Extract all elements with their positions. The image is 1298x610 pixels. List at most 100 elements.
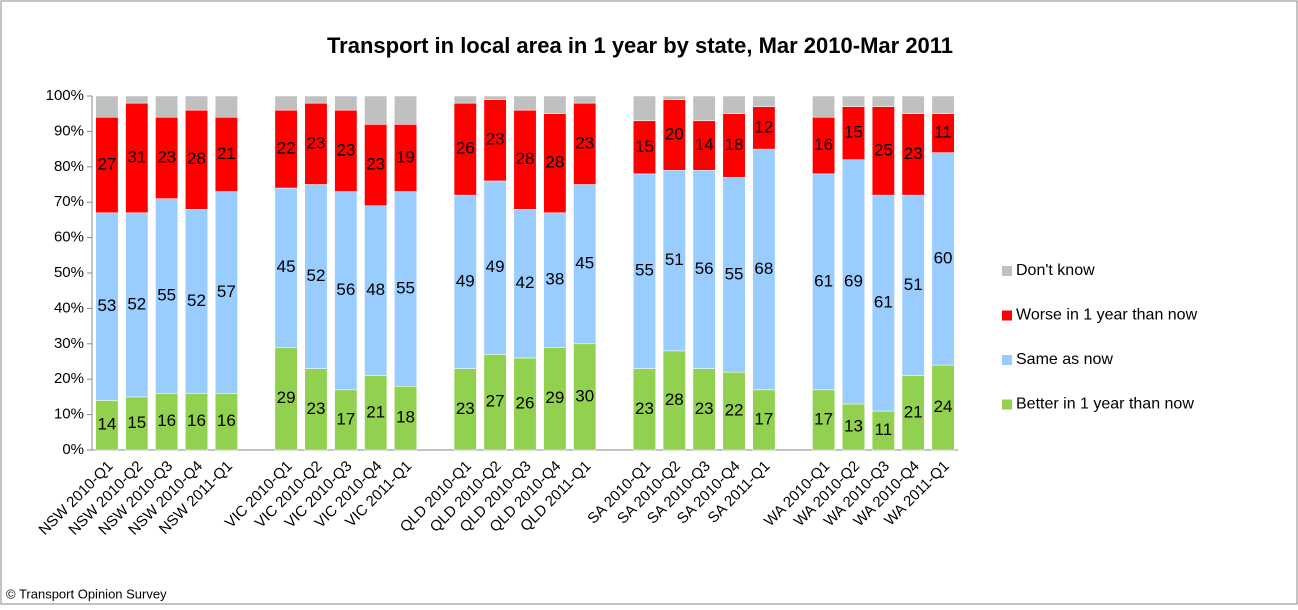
bar-segment xyxy=(812,95,836,118)
data-label: 31 xyxy=(127,147,146,166)
data-label: 27 xyxy=(97,155,116,174)
data-label: 15 xyxy=(635,137,654,156)
data-label: 12 xyxy=(754,117,773,136)
data-label: 55 xyxy=(635,261,654,280)
y-tick-label: 100% xyxy=(46,87,84,104)
bar-segment xyxy=(274,95,298,111)
data-label: 23 xyxy=(336,140,355,159)
data-label: 42 xyxy=(516,273,535,292)
data-label: 23 xyxy=(695,399,714,418)
bar-segment xyxy=(931,95,955,114)
data-label: 68 xyxy=(754,259,773,278)
data-label: 17 xyxy=(814,409,833,428)
legend-swatch xyxy=(1002,266,1012,276)
y-tick-label: 60% xyxy=(54,229,84,246)
bar-segment xyxy=(364,95,388,125)
data-label: 14 xyxy=(97,415,116,434)
data-label: 38 xyxy=(545,270,564,289)
y-tick-label: 70% xyxy=(54,193,84,210)
bar-segment xyxy=(125,95,149,104)
legend-label: Better in 1 year than now xyxy=(1016,396,1194,413)
y-tick-label: 90% xyxy=(54,122,84,139)
data-label: 30 xyxy=(575,386,594,405)
y-tick-label: 0% xyxy=(62,441,84,458)
data-label: 23 xyxy=(904,144,923,163)
bar-segment xyxy=(394,95,418,125)
bar-segment xyxy=(871,95,895,107)
y-tick-label: 80% xyxy=(54,158,84,175)
data-label: 15 xyxy=(844,123,863,142)
data-label: 28 xyxy=(665,390,684,409)
data-label: 29 xyxy=(277,388,296,407)
bar-segment xyxy=(633,95,656,122)
legend-swatch xyxy=(1002,355,1012,365)
data-label: 52 xyxy=(187,291,206,310)
data-label: 25 xyxy=(874,140,893,159)
data-label: 49 xyxy=(486,257,505,276)
data-label: 27 xyxy=(486,392,505,411)
bar-segment xyxy=(752,95,776,107)
data-label: 23 xyxy=(575,133,594,152)
data-label: 49 xyxy=(456,271,475,290)
data-label: 51 xyxy=(904,275,923,294)
chart-title: Transport in local area in 1 year by sta… xyxy=(327,33,953,58)
data-label: 28 xyxy=(187,149,206,168)
data-label: 23 xyxy=(157,147,176,166)
data-label: 17 xyxy=(754,409,773,428)
y-tick-label: 50% xyxy=(54,264,84,281)
data-label: 45 xyxy=(277,257,296,276)
data-label: 21 xyxy=(217,144,236,163)
bar-segment xyxy=(214,95,238,118)
data-label: 60 xyxy=(934,248,953,267)
footer: © Transport Opinion Survey xyxy=(6,586,167,601)
bar-segment xyxy=(722,95,746,114)
data-label: 21 xyxy=(904,402,923,421)
data-label: 48 xyxy=(366,280,385,299)
data-label: 16 xyxy=(157,411,176,430)
y-tick-label: 30% xyxy=(54,335,84,352)
legend-label: Same as now xyxy=(1016,351,1113,368)
bar-segment xyxy=(483,95,507,100)
bar-segment xyxy=(573,95,597,104)
data-label: 13 xyxy=(844,416,863,435)
data-label: 55 xyxy=(157,285,176,304)
data-label: 18 xyxy=(725,135,744,154)
bar-segment xyxy=(155,95,179,118)
legend-swatch xyxy=(1002,399,1012,410)
data-label: 19 xyxy=(396,147,415,166)
data-label: 56 xyxy=(336,280,355,299)
data-label: 24 xyxy=(934,397,953,416)
bar-segment xyxy=(842,95,865,107)
data-label: 17 xyxy=(336,409,355,428)
data-label: 52 xyxy=(307,266,326,285)
data-label: 55 xyxy=(396,278,415,297)
y-tick-label: 20% xyxy=(54,370,84,387)
data-label: 16 xyxy=(187,411,206,430)
data-label: 26 xyxy=(516,393,535,412)
data-label: 61 xyxy=(814,271,833,290)
data-label: 51 xyxy=(665,250,684,269)
data-label: 23 xyxy=(307,399,326,418)
bar-segment xyxy=(185,95,208,111)
legend-label: Worse in 1 year than now xyxy=(1016,307,1198,324)
data-label: 23 xyxy=(486,130,505,149)
data-label: 23 xyxy=(635,399,654,418)
data-label: 23 xyxy=(366,155,385,174)
bar-segment xyxy=(453,95,477,104)
bar-segment xyxy=(334,95,358,111)
data-label: 20 xyxy=(665,124,684,143)
legend-swatch xyxy=(1002,310,1012,321)
y-tick-label: 10% xyxy=(54,406,84,423)
data-label: 57 xyxy=(217,282,236,301)
data-label: 29 xyxy=(545,388,564,407)
legend-label: Don't know xyxy=(1016,262,1095,279)
data-label: 16 xyxy=(217,411,236,430)
data-label: 14 xyxy=(695,135,714,154)
data-label: 55 xyxy=(725,264,744,283)
bar-segment xyxy=(304,95,328,104)
data-label: 18 xyxy=(396,408,415,427)
bar-segment xyxy=(662,95,686,100)
data-label: 45 xyxy=(575,254,594,273)
